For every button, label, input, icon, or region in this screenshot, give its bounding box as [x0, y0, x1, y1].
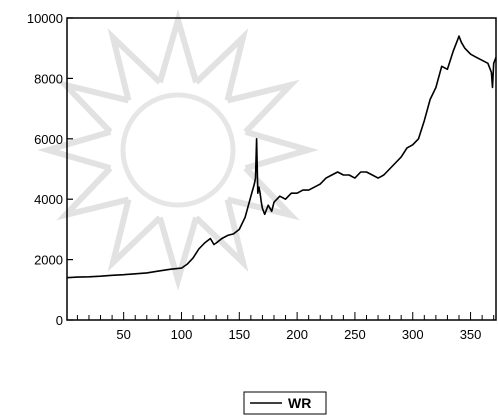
watermark-petal [107, 198, 162, 272]
x-tick-label: 200 [286, 327, 308, 342]
watermark-petal [56, 166, 130, 221]
watermark-petal [56, 79, 130, 134]
watermark-petal [194, 198, 249, 272]
x-axis-ticks: 50 100 150 200 250 300 350 [76, 312, 495, 342]
watermark-ring [120, 92, 236, 208]
y-tick-label: 6000 [34, 132, 63, 147]
legend: WR [243, 391, 327, 415]
y-tick-label: 4000 [34, 192, 63, 207]
series-line-wr [66, 35, 497, 279]
y-axis-ticks: 0 2000 4000 6000 8000 10000 [27, 11, 73, 328]
watermark-petal [157, 216, 199, 291]
watermark-petal [37, 129, 112, 171]
legend-box [243, 391, 327, 415]
watermark-petal [226, 79, 300, 134]
x-tick-label: 250 [344, 327, 366, 342]
watermark-petal [194, 28, 249, 102]
watermark-emblem [37, 9, 319, 291]
series-group [66, 35, 497, 279]
x-tick-label: 350 [460, 327, 482, 342]
legend-label-wr: WR [288, 395, 311, 411]
y-tick-label: 10000 [27, 11, 63, 26]
y-tick-label: 8000 [34, 71, 63, 86]
watermark-petal [244, 129, 319, 171]
x-tick-label: 300 [402, 327, 424, 342]
watermark-petal [157, 9, 199, 84]
watermark-petal [107, 28, 162, 102]
y-tick-label: 0 [56, 313, 63, 328]
x-tick-label: 150 [228, 327, 250, 342]
x-tick-label: 100 [171, 327, 193, 342]
plot-frame [66, 17, 497, 321]
x-tick-label: 50 [116, 327, 130, 342]
y-tick-label: 2000 [34, 253, 63, 268]
